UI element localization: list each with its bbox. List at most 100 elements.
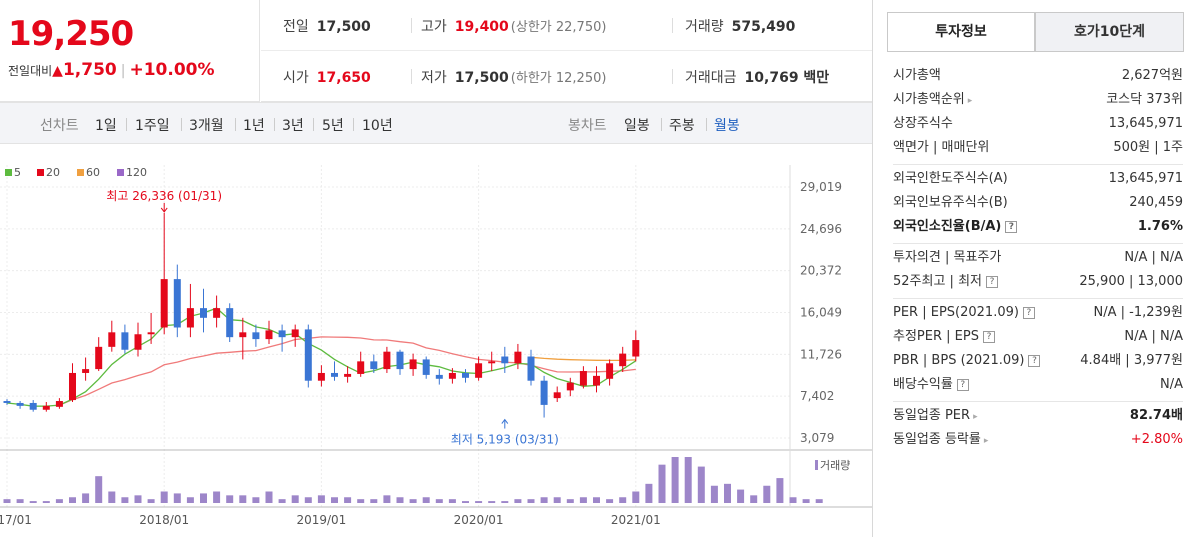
volume-bar [448, 499, 456, 503]
volume-bar [173, 493, 181, 503]
info-group: 시가총액 2,627억원 시가총액순위 ▸ 코스닥 373위 상장주식수 13,645,97… [893, 62, 1183, 165]
candle-monthly[interactable]: 월봉 [714, 118, 740, 134]
chart-svg[interactable]: 5 20 60 120 29,019 24,696 20,372 16,049 11,726 7,… [0, 145, 872, 537]
volume-bar [488, 501, 496, 503]
candle-body [95, 346, 103, 370]
help-icon[interactable]: ? [1028, 354, 1041, 367]
period-1d[interactable]: 1일 [95, 118, 117, 134]
volume-bar [29, 501, 37, 503]
price-info-grid: 전일 17,500 고가 19,400 (상한가 22,750) 거래량 575,490… [261, 0, 872, 102]
volume-bar [160, 491, 168, 503]
help-icon[interactable]: ? [956, 378, 969, 391]
info-key[interactable]: 동일업종 PER ▸ [893, 408, 978, 423]
volume-bar [435, 499, 443, 503]
help-icon[interactable]: ? [1022, 306, 1035, 319]
info-row: 외국인보유주식수(B) 240,459 [893, 191, 1183, 215]
ma60-line [530, 356, 636, 362]
volume-bar [186, 497, 194, 503]
info-row: 외국인한도주식수(A) 13,645,971 [893, 167, 1183, 191]
tab-underline [887, 51, 1184, 52]
stock-chart[interactable]: 5 20 60 120 29,019 24,696 20,372 16,049 11,726 7,… [0, 145, 872, 537]
info-row: 외국인소진율(B/A)? 1.76% [893, 215, 1183, 239]
volume-bar [658, 464, 666, 503]
candle-body [278, 330, 286, 338]
info-row: PER | EPS(2021.09)? N/A | -1,239원 [893, 301, 1183, 325]
candle-body [593, 375, 600, 386]
candle-weekly[interactable]: 주봉 [669, 118, 695, 134]
info-value: N/A | N/A [1124, 329, 1183, 344]
high-label: 고가 [421, 19, 447, 35]
volume-bar [789, 497, 797, 503]
tab-order-book[interactable]: 호가10단계 [1035, 12, 1184, 52]
candle-body [160, 279, 168, 328]
candle-body [69, 372, 76, 401]
open-value: 17,650 [316, 70, 371, 86]
candle-daily[interactable]: 일봉 [624, 118, 650, 134]
candle-chart-label[interactable]: 봉차트 [568, 118, 607, 134]
period-1w[interactable]: 1주일 [135, 118, 170, 134]
volume-bar [200, 493, 207, 503]
divider [672, 18, 673, 33]
open-label: 시가 [283, 70, 309, 86]
x-tick-label: 2020/01 [454, 513, 504, 527]
x-tick-label: 2017/01 [0, 513, 32, 527]
volume-bar [278, 499, 286, 503]
period-3y[interactable]: 3년 [282, 118, 304, 134]
lower-limit: (하한가 12,250) [510, 71, 607, 86]
info-key: 외국인소진율(B/A)? [893, 215, 1018, 239]
period-10y[interactable]: 10년 [362, 118, 393, 134]
chevron-right-icon[interactable]: ▸ [967, 96, 973, 106]
volume-bar [147, 499, 155, 503]
help-icon[interactable]: ? [1005, 220, 1018, 233]
info-key[interactable]: 동일업종 등락률 ▸ [893, 432, 989, 447]
period-3m[interactable]: 3개월 [189, 118, 224, 134]
info-row: 시가총액순위 ▸ 코스닥 373위 [893, 88, 1183, 112]
volume-bar [95, 476, 103, 503]
tab-investment-info[interactable]: 투자정보 [887, 12, 1035, 52]
info-value: 4.84배 | 3,977원 [1080, 353, 1183, 368]
volume-bar [776, 478, 784, 503]
candle-body [200, 308, 207, 318]
volume-bar [514, 499, 522, 503]
candle-body [488, 361, 496, 364]
volume-bar [422, 497, 430, 503]
divider [181, 118, 182, 131]
info-key[interactable]: 시가총액순위 ▸ [893, 92, 973, 107]
info-key: 추정PER | EPS? [893, 325, 995, 349]
volume-bar [579, 497, 587, 503]
help-icon[interactable]: ? [982, 330, 995, 343]
chevron-right-icon[interactable]: ▸ [983, 436, 989, 446]
info-value: N/A [1160, 377, 1183, 392]
open-price: 시가 17,650 [283, 67, 371, 87]
divider [661, 118, 662, 131]
volume-legend-label: 거래량 [820, 459, 850, 472]
volume-bar [409, 499, 417, 503]
info-key: 투자의견 | 목표주가 [893, 250, 1002, 265]
upper-limit: (상한가 22,750) [510, 20, 607, 35]
min-arrow-head [501, 418, 509, 424]
help-icon[interactable]: ? [986, 275, 998, 288]
volume-label: 거래량 [685, 19, 724, 35]
legend-swatch [77, 169, 84, 176]
legend-label: 60 [86, 166, 100, 179]
prev-close-label: 전일 [283, 19, 309, 35]
line-chart-label[interactable]: 선차트 [40, 118, 79, 134]
info-key: 액면가 | 매매단위 [893, 140, 990, 155]
info-row-2: 시가 17,650 저가 17,500 (하한가 12,250) 거래대금 10,769… [261, 51, 872, 102]
volume-bar [108, 491, 116, 503]
period-1y[interactable]: 1년 [243, 118, 265, 134]
low-label: 저가 [421, 70, 447, 86]
period-5y[interactable]: 5년 [322, 118, 344, 134]
info-key: 52주최고 | 최저? [893, 270, 998, 294]
volume-bar [606, 499, 614, 503]
current-price: 19,250 [8, 14, 134, 54]
candle-body [226, 308, 234, 338]
info-row: 배당수익률? N/A [893, 373, 1183, 397]
candle-body [422, 359, 430, 375]
chevron-right-icon[interactable]: ▸ [973, 412, 978, 422]
legend-label: 120 [126, 166, 147, 179]
volume-bar [645, 483, 653, 503]
volume-bar [396, 497, 404, 503]
candle-body [579, 371, 587, 386]
info-row: PBR | BPS (2021.09)? 4.84배 | 3,977원 [893, 349, 1183, 373]
